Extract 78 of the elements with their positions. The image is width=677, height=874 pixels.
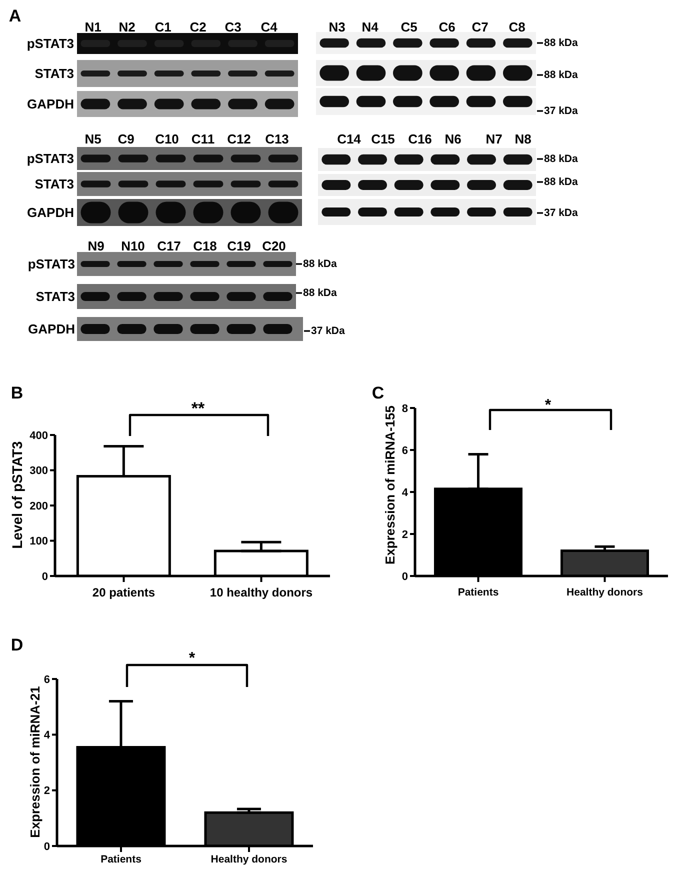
chart-title: C — [372, 384, 384, 402]
category-label: GAPDH — [28, 322, 75, 336]
x-tick-label: Patients — [100, 853, 142, 866]
category-label: C1 — [154, 20, 172, 34]
category-label: 37 kDa — [311, 325, 345, 337]
category-label: C5 — [400, 20, 418, 34]
category-label: C13 — [265, 132, 289, 146]
category-label: pSTAT3 — [28, 256, 75, 272]
category-label: 88 kDa — [544, 37, 578, 49]
category-label: C4 — [260, 20, 278, 34]
category-label: N4 — [362, 20, 380, 34]
category-label: N10 — [121, 238, 145, 254]
y-tick-label: 400 — [30, 430, 48, 442]
category-label: C17 — [157, 238, 181, 254]
category-label: N6 — [444, 132, 462, 146]
category-label: N3 — [328, 20, 346, 34]
category-label: C14 — [337, 132, 362, 146]
category-label: C12 — [227, 132, 251, 146]
text: * — [188, 650, 196, 667]
x-tick-label: 20 patients — [92, 586, 156, 600]
category-label: C20 — [262, 238, 286, 254]
y-tick-label: 6 — [402, 444, 408, 457]
category-label: 88 kDa — [303, 258, 337, 270]
y-axis-title: Expression of miRNA-21 — [28, 686, 42, 838]
chart-title: B — [10, 384, 24, 402]
annotation: * — [544, 397, 552, 414]
x-tick-label: Healthy donors — [210, 853, 288, 866]
y-axis-title: Level of pSTAT3 — [9, 441, 25, 549]
category-label: C16 — [408, 132, 432, 146]
category-label: 88 kDa — [303, 287, 337, 299]
y-tick-label: 0 — [42, 570, 48, 583]
category-label: C2 — [190, 20, 206, 34]
category-label: STAT3 — [34, 66, 74, 81]
y-tick-label: 4 — [402, 486, 409, 499]
y-tick-label: 200 — [30, 500, 48, 512]
y-tick-label: 0 — [44, 840, 50, 853]
y-tick-label: 2 — [44, 785, 50, 798]
category-label: 88 kDa — [544, 69, 578, 81]
category-label: GAPDH — [27, 96, 74, 112]
text: A — [8, 6, 22, 26]
category-label: 88 kDa — [544, 176, 578, 188]
category-label: N7 — [486, 132, 502, 146]
category-label: N2 — [118, 20, 136, 34]
category-label: C3 — [224, 20, 242, 34]
y-tick-label: 6 — [44, 674, 50, 686]
category-label: 88 kDa — [544, 153, 578, 165]
y-tick-label: 8 — [402, 402, 408, 415]
category-label: pSTAT3 — [26, 151, 74, 166]
category-label: C8 — [508, 20, 526, 34]
category-label: C18 — [193, 238, 217, 254]
y-tick-label: 100 — [30, 536, 48, 548]
y-tick-label: 0 — [402, 570, 408, 583]
y-tick-label: 2 — [402, 528, 408, 541]
x-tick-label: Patients — [458, 586, 499, 598]
y-tick-label: 4 — [44, 730, 51, 742]
category-label: N5 — [84, 132, 102, 146]
category-label: C6 — [438, 20, 456, 34]
category-label: STAT3 — [34, 176, 74, 192]
category-label: C19 — [227, 238, 251, 254]
chart-title: D — [10, 636, 24, 654]
category-label: 37 kDa — [544, 105, 578, 117]
category-label: STAT3 — [36, 289, 75, 304]
category-label: N1 — [84, 20, 102, 34]
text: ** — [191, 399, 205, 418]
category-label: C9 — [118, 132, 134, 146]
category-label: C15 — [371, 132, 395, 146]
y-axis-title: Expression of miRNA-155 — [382, 406, 398, 564]
category-label: C7 — [472, 20, 488, 34]
x-tick-label: Healthy donors — [566, 586, 644, 598]
category-label: N9 — [88, 238, 104, 254]
category-label: GAPDH — [27, 205, 74, 220]
y-tick-label: 300 — [30, 465, 48, 478]
category-label: 37 kDa — [544, 207, 578, 219]
x-tick-label: 10 healthy donors — [210, 586, 313, 600]
category-label: N8 — [514, 132, 532, 146]
category-label: pSTAT3 — [26, 36, 74, 51]
category-label: C11 — [191, 132, 215, 146]
category-label: C10 — [155, 132, 179, 146]
